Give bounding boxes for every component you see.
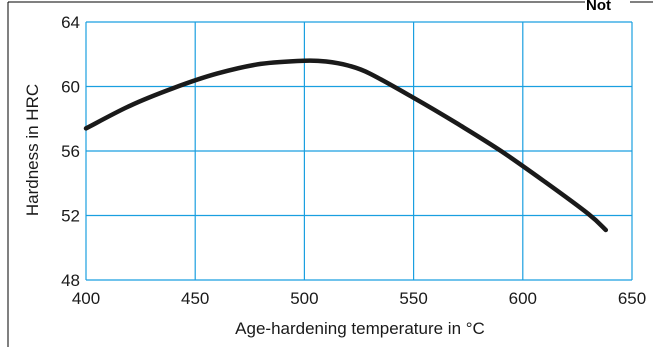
y-tick-label: 52 <box>61 207 80 226</box>
y-axis-label: Hardness in HRC <box>23 84 42 216</box>
x-tick-label: 450 <box>181 289 209 308</box>
series-layer <box>83 58 609 233</box>
x-tick-label: 500 <box>290 289 318 308</box>
x-tick-label: 400 <box>72 289 100 308</box>
x-axis-label: Age-hardening temperature in °C <box>235 319 485 338</box>
grid <box>85 21 633 281</box>
hardness-curve <box>83 58 609 233</box>
y-tick-label: 56 <box>61 142 80 161</box>
outer-frame <box>7 1 653 347</box>
y-tick-label: 60 <box>61 78 80 97</box>
tick-labels: 400 450 500 550 600 650 48 52 56 60 64 <box>61 13 646 308</box>
x-tick-label: 650 <box>618 289 646 308</box>
y-tick-label: 64 <box>61 13 80 32</box>
x-tick-label: 600 <box>509 289 537 308</box>
x-tick-label: 550 <box>399 289 427 308</box>
cut-off-label: Not <box>586 0 611 14</box>
y-tick-label: 48 <box>61 271 80 290</box>
